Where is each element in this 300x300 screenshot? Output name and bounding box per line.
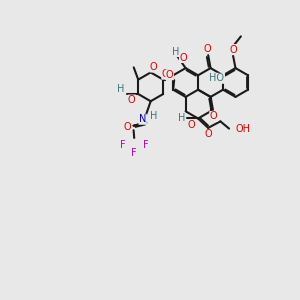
Text: OH: OH bbox=[236, 124, 250, 134]
Text: F: F bbox=[120, 140, 126, 149]
Text: H: H bbox=[117, 84, 124, 94]
Text: O: O bbox=[229, 45, 237, 55]
Text: O: O bbox=[204, 44, 212, 53]
Text: HO: HO bbox=[209, 73, 224, 83]
Text: O: O bbox=[210, 112, 218, 122]
Text: O: O bbox=[166, 70, 173, 80]
Text: O: O bbox=[179, 52, 187, 62]
Text: H: H bbox=[150, 111, 158, 121]
Text: O: O bbox=[123, 122, 131, 132]
Text: O: O bbox=[205, 130, 213, 140]
Text: F: F bbox=[131, 148, 137, 158]
Text: O: O bbox=[188, 120, 195, 130]
Text: O: O bbox=[162, 69, 170, 79]
Text: H: H bbox=[178, 113, 185, 124]
Text: N: N bbox=[139, 114, 146, 124]
Text: O: O bbox=[150, 62, 158, 72]
Text: F: F bbox=[143, 140, 148, 149]
Text: H: H bbox=[172, 46, 180, 56]
Text: O: O bbox=[128, 95, 136, 105]
